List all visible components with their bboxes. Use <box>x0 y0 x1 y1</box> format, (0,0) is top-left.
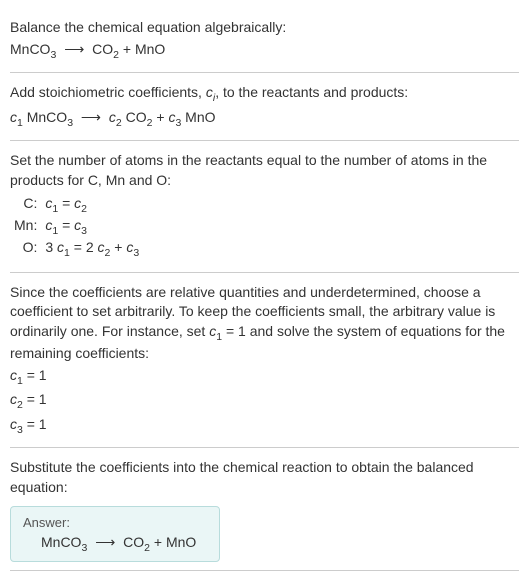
plus-sign: + <box>110 239 126 255</box>
table-row: Mn: c1 = c3 <box>10 216 143 238</box>
reaction-arrow: ⟶ <box>77 109 105 125</box>
c-var: c <box>10 367 17 383</box>
plus-sign: + <box>152 109 168 125</box>
answer-box: Answer: MnCO3 ⟶ CO2 + MnO <box>10 506 220 563</box>
c-sub: 2 <box>81 203 87 215</box>
table-row: C: c1 = c2 <box>10 194 143 216</box>
coeff-value: c2 = 1 <box>10 390 519 412</box>
unbalanced-equation: MnCO3 ⟶ CO2 + MnO <box>10 40 519 62</box>
rhs-species-1: CO <box>123 534 144 550</box>
section-solve: Since the coefficients are relative quan… <box>10 273 519 449</box>
sp1: MnCO <box>23 109 67 125</box>
substitute-title: Substitute the coefficients into the che… <box>10 458 519 497</box>
sp1-sub: 3 <box>67 116 73 128</box>
lhs-pre: 3 <box>45 239 57 255</box>
table-row: O: 3 c1 = 2 c2 + c3 <box>10 238 143 260</box>
c-val: = 1 <box>23 391 47 407</box>
ci-var: c <box>206 84 213 100</box>
atom-balance-table: C: c1 = c2 Mn: c1 = c3 O: 3 c1 = 2 c2 + … <box>10 194 143 259</box>
rhs-species-1: CO <box>92 41 113 57</box>
balance-eq: c1 = c2 <box>41 194 143 216</box>
c1-var: c <box>10 109 17 125</box>
eq-sign: = <box>58 217 74 233</box>
rhs-species-2: MnO <box>135 41 165 57</box>
rhs-species-2: MnO <box>166 534 196 550</box>
lhs-sub: 3 <box>50 48 56 60</box>
c-val: = 1 <box>23 367 47 383</box>
reaction-arrow: ⟶ <box>91 534 119 550</box>
c-var: c <box>57 239 64 255</box>
c-var: c <box>98 239 105 255</box>
balance-eq: 3 c1 = 2 c2 + c3 <box>41 238 143 260</box>
eq-sign: = 2 <box>70 239 98 255</box>
c2-var: c <box>109 109 116 125</box>
element-label: Mn: <box>10 216 41 238</box>
c-sub: 3 <box>81 225 87 237</box>
coeff-value: c3 = 1 <box>10 415 519 437</box>
coeff-equation: c1 MnCO3 ⟶ c2 CO2 + c3 MnO <box>10 108 519 130</box>
balanced-equation: MnCO3 ⟶ CO2 + MnO <box>23 534 207 554</box>
atom-balance-title: Set the number of atoms in the reactants… <box>10 151 519 190</box>
answer-label: Answer: <box>23 515 207 530</box>
lhs-species: MnCO <box>41 534 81 550</box>
element-label: O: <box>10 238 41 260</box>
prompt-title: Balance the chemical equation algebraica… <box>10 18 519 38</box>
c-var: c <box>10 391 17 407</box>
sp2: CO <box>122 109 147 125</box>
eq-sign: = <box>58 195 74 211</box>
sp3: MnO <box>181 109 215 125</box>
lhs-sub: 3 <box>81 541 87 553</box>
title-part-b: , to the reactants and products: <box>215 84 408 100</box>
plus-sign: + <box>119 41 135 57</box>
section-add-coeffs: Add stoichiometric coefficients, ci, to … <box>10 73 519 141</box>
c-sub: 3 <box>133 247 139 259</box>
c-val: = 1 <box>23 416 47 432</box>
section-atom-balance: Set the number of atoms in the reactants… <box>10 141 519 273</box>
section-balance-prompt: Balance the chemical equation algebraica… <box>10 8 519 73</box>
solve-paragraph: Since the coefficients are relative quan… <box>10 283 519 364</box>
c-var: c <box>10 416 17 432</box>
title-part-a: Add stoichiometric coefficients, <box>10 84 206 100</box>
balance-eq: c1 = c3 <box>41 216 143 238</box>
add-coeffs-title: Add stoichiometric coefficients, ci, to … <box>10 83 519 105</box>
section-answer: Substitute the coefficients into the che… <box>10 448 519 571</box>
coeff-value: c1 = 1 <box>10 366 519 388</box>
plus-sign: + <box>150 534 166 550</box>
lhs-species: MnCO <box>10 41 50 57</box>
reaction-arrow: ⟶ <box>60 41 88 57</box>
element-label: C: <box>10 194 41 216</box>
